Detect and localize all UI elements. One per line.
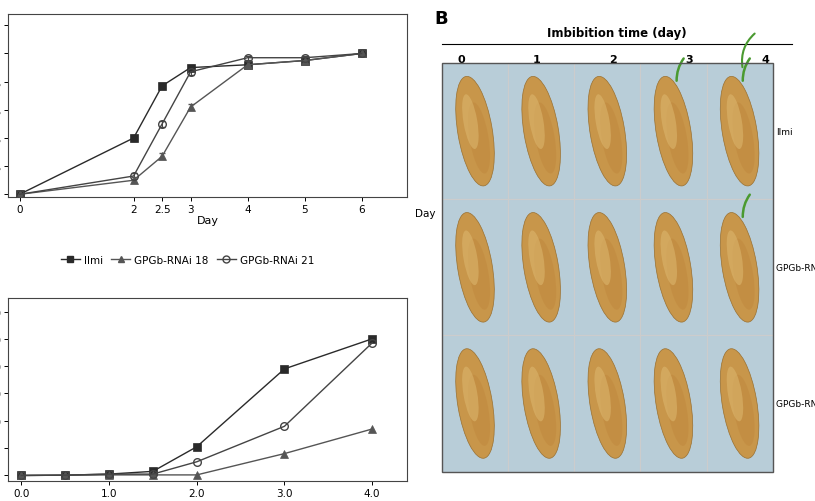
Text: Imbibition time (day): Imbibition time (day) xyxy=(547,27,686,40)
Ellipse shape xyxy=(462,95,478,150)
Ellipse shape xyxy=(720,349,759,458)
Ellipse shape xyxy=(654,77,693,186)
Text: GPGb-RNAi 21: GPGb-RNAi 21 xyxy=(777,399,815,408)
Ellipse shape xyxy=(600,239,623,310)
Ellipse shape xyxy=(528,95,544,150)
Ellipse shape xyxy=(456,77,495,186)
Ellipse shape xyxy=(727,231,743,286)
Bar xyxy=(442,200,508,336)
Ellipse shape xyxy=(534,375,556,446)
Legend: Ilmi, GPGb-RNAi 18, GPGb-RNAi 21: Ilmi, GPGb-RNAi 18, GPGb-RNAi 21 xyxy=(57,251,319,270)
Text: 3: 3 xyxy=(685,55,693,65)
Ellipse shape xyxy=(462,231,478,286)
Bar xyxy=(575,336,641,471)
Ellipse shape xyxy=(661,95,677,150)
Ellipse shape xyxy=(654,213,693,323)
Ellipse shape xyxy=(528,367,544,421)
Ellipse shape xyxy=(727,367,743,421)
Bar xyxy=(707,336,773,471)
Ellipse shape xyxy=(468,239,490,310)
Ellipse shape xyxy=(594,95,611,150)
Ellipse shape xyxy=(522,213,561,323)
Ellipse shape xyxy=(528,231,544,286)
Bar xyxy=(508,200,575,336)
Text: Day: Day xyxy=(416,209,436,219)
Bar xyxy=(575,200,641,336)
Bar xyxy=(575,64,641,200)
Ellipse shape xyxy=(720,77,759,186)
Ellipse shape xyxy=(588,213,627,323)
Text: Ilmi: Ilmi xyxy=(777,127,793,136)
Text: 0: 0 xyxy=(457,55,465,65)
Ellipse shape xyxy=(661,231,677,286)
Bar xyxy=(707,64,773,200)
Text: B: B xyxy=(434,11,448,29)
Bar xyxy=(641,64,707,200)
Ellipse shape xyxy=(720,213,759,323)
Ellipse shape xyxy=(661,367,677,421)
Ellipse shape xyxy=(468,103,490,174)
Ellipse shape xyxy=(522,349,561,458)
Ellipse shape xyxy=(588,77,627,186)
Bar xyxy=(707,200,773,336)
Ellipse shape xyxy=(468,375,490,446)
Ellipse shape xyxy=(594,367,611,421)
Ellipse shape xyxy=(534,239,556,310)
Text: 2: 2 xyxy=(609,55,617,65)
Text: 1: 1 xyxy=(533,55,541,65)
Ellipse shape xyxy=(667,103,689,174)
Ellipse shape xyxy=(667,239,689,310)
Bar xyxy=(508,336,575,471)
Bar xyxy=(508,64,575,200)
Ellipse shape xyxy=(727,95,743,150)
Ellipse shape xyxy=(534,103,556,174)
Bar xyxy=(442,64,773,471)
Ellipse shape xyxy=(594,231,611,286)
Ellipse shape xyxy=(456,213,495,323)
Ellipse shape xyxy=(733,375,755,446)
Ellipse shape xyxy=(456,349,495,458)
Ellipse shape xyxy=(733,103,755,174)
Ellipse shape xyxy=(654,349,693,458)
Bar xyxy=(442,64,508,200)
Bar xyxy=(641,200,707,336)
Text: GPGb-RNAi 18: GPGb-RNAi 18 xyxy=(777,264,815,272)
Ellipse shape xyxy=(733,239,755,310)
Text: 4: 4 xyxy=(761,55,769,65)
Bar xyxy=(641,336,707,471)
Ellipse shape xyxy=(462,367,478,421)
Ellipse shape xyxy=(588,349,627,458)
Ellipse shape xyxy=(522,77,561,186)
Ellipse shape xyxy=(600,375,623,446)
Ellipse shape xyxy=(667,375,689,446)
X-axis label: Day: Day xyxy=(196,216,218,226)
Bar xyxy=(442,336,508,471)
Ellipse shape xyxy=(600,103,623,174)
